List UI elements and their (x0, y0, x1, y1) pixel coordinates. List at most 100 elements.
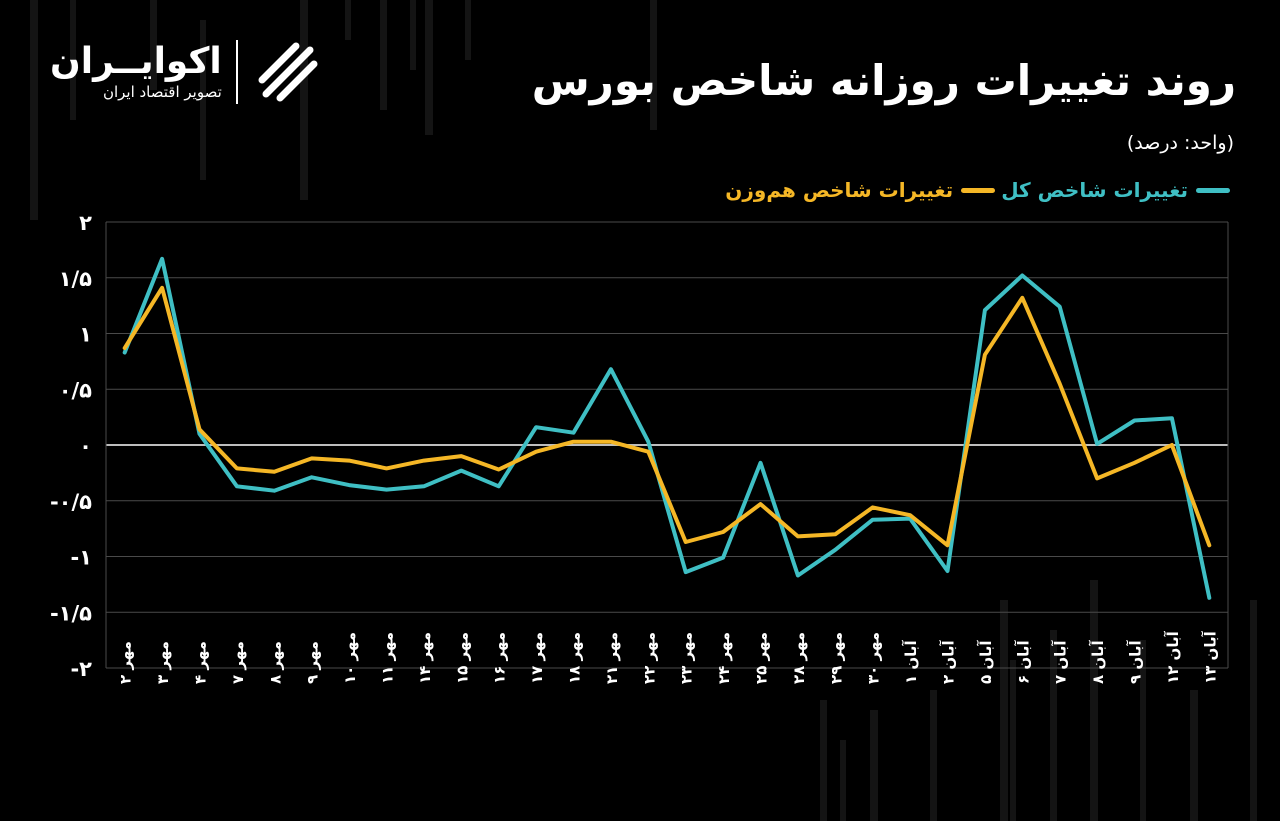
data-point (983, 308, 987, 312)
data-point (946, 543, 949, 547)
chart-legend: تغییرات شاخص کل تغییرات شاخص هم‌وزن (719, 178, 1230, 202)
data-point (198, 432, 201, 436)
grid-lines (105, 221, 1229, 669)
data-point (310, 475, 314, 479)
data-point (310, 456, 314, 460)
legend-swatch-equal-weight-index (961, 187, 996, 193)
data-point (347, 459, 351, 463)
x-tick-label: مهر ۱۴ (416, 632, 434, 684)
data-point (833, 532, 837, 536)
y-tick-label: ۲ (79, 211, 92, 235)
data-point (1058, 305, 1062, 309)
data-point (1207, 596, 1211, 600)
data-point (497, 484, 501, 488)
brand-tagline: تصویر اقتصاد ایران (102, 83, 222, 101)
data-point (796, 534, 800, 538)
data-point (572, 431, 575, 435)
x-tick-label: آبان ۸ (1089, 640, 1107, 684)
x-tick-label: مهر ۳۰ (865, 632, 883, 684)
brand-text: اکوایــران تصویر اقتصاد ایران (50, 42, 222, 102)
legend-label-equal-weight-index: تغییرات شاخص هم‌وزن (725, 178, 954, 202)
data-point (459, 469, 463, 473)
x-tick-label: مهر ۲۲ (640, 632, 658, 684)
data-point (1020, 296, 1024, 300)
y-tick-label: ۰ (79, 434, 92, 458)
x-tick-label: مهر ۲۸ (790, 632, 808, 684)
x-tick-label: مهر ۲۴ (715, 632, 733, 684)
data-point (347, 483, 351, 487)
data-point (1133, 419, 1136, 422)
data-point (1133, 461, 1136, 465)
data-point (422, 484, 426, 488)
data-point (908, 513, 912, 517)
data-point (385, 466, 388, 470)
chart-title: روند تغییرات روزانه شاخص بورس (531, 56, 1236, 105)
x-tick-label: مهر ۸ (266, 641, 284, 684)
brand-separator (235, 40, 238, 104)
y-tick-label: -۰/۵ (50, 490, 92, 514)
data-point (272, 470, 276, 474)
data-point (759, 461, 762, 465)
x-tick-label: مهر ۴ (192, 641, 210, 684)
x-tick-label: آبان ۹ (1127, 640, 1145, 684)
x-tick-label: آبان ۵ (977, 640, 995, 684)
data-point (572, 440, 575, 444)
brand-logo: اکوایــران تصویر اقتصاد ایران (50, 36, 324, 108)
data-point (646, 450, 650, 454)
chart-unit-label: (واحد: درصد) (1126, 132, 1234, 154)
x-tick-label: مهر ۱۸ (566, 632, 584, 684)
data-point (721, 530, 725, 534)
x-tick-label: مهر ۲۵ (753, 632, 771, 684)
y-tick-label: ۰/۵ (59, 378, 92, 402)
data-point (684, 540, 688, 544)
x-tick-label: مهر ۲۳ (678, 632, 696, 684)
x-tick-label: آبان ۶ (1014, 640, 1032, 684)
x-tick-label: مهر ۱۶ (491, 632, 509, 684)
legend-label-total-index: تغییرات شاخص کل (1001, 178, 1188, 202)
x-tick-label: آبان ۱۳ (1201, 630, 1219, 684)
x-tick-label: مهر ۲ (117, 641, 135, 684)
data-point (272, 489, 276, 493)
data-point (684, 570, 688, 574)
ecoiran-swirl-icon (258, 42, 318, 102)
y-tick-label: -۱ (70, 546, 92, 570)
data-point (235, 484, 239, 488)
x-tick-label: مهر ۱۰ (341, 632, 359, 684)
x-tick-label: آبان ۱ (902, 640, 920, 684)
data-point (871, 505, 875, 509)
data-point (871, 518, 875, 522)
y-tick-label: -۱/۵ (50, 601, 92, 625)
data-point (422, 459, 426, 463)
data-point (123, 351, 127, 354)
brand-name: اکوایــران (50, 41, 222, 82)
data-point (123, 346, 127, 350)
x-tick-label: مهر ۲۱ (603, 632, 621, 684)
data-point (497, 468, 501, 471)
data-point (235, 466, 239, 470)
x-tick-label: مهر ۹ (304, 641, 322, 684)
data-point (609, 367, 613, 371)
x-tick-label: آبان ۷ (1052, 640, 1070, 684)
x-tick-label: آبان ۱۲ (1164, 630, 1182, 684)
legend-swatch-total-index (1196, 187, 1230, 193)
data-point (534, 425, 538, 429)
y-tick-label: ۱/۵ (59, 267, 92, 291)
data-point (459, 454, 463, 458)
data-point (160, 257, 164, 261)
data-point (385, 488, 388, 492)
data-point (1095, 442, 1099, 446)
data-point (609, 440, 613, 444)
data-point (796, 574, 800, 577)
data-point (1170, 443, 1174, 447)
legend-item-total-index: تغییرات شاخص کل (995, 178, 1230, 202)
series-line-equal-weight-index (122, 285, 1212, 548)
data-point (833, 548, 837, 552)
data-point (160, 286, 164, 290)
x-tick-label: آبان ۲ (940, 640, 958, 684)
data-point (646, 440, 650, 444)
x-tick-label: مهر ۱۵ (453, 632, 471, 684)
series-line-total-index (122, 256, 1212, 600)
data-point (721, 556, 725, 560)
